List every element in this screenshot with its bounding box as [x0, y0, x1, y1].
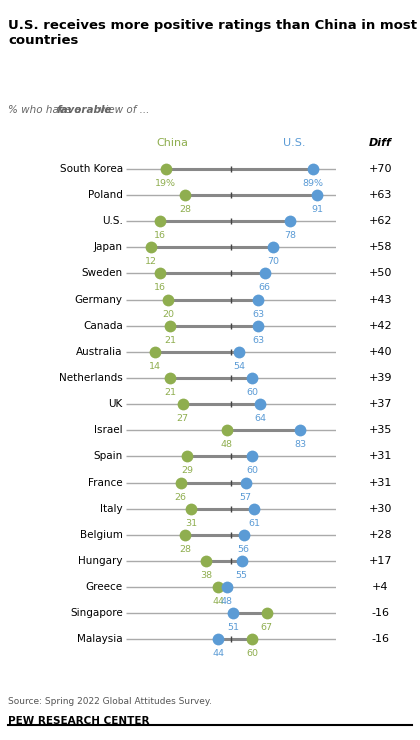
Text: 89%: 89% — [302, 179, 323, 188]
Text: Netherlands: Netherlands — [59, 373, 123, 383]
Text: 63: 63 — [252, 336, 264, 345]
Text: +37: +37 — [368, 399, 392, 409]
Text: 12: 12 — [145, 258, 157, 266]
Text: Poland: Poland — [88, 190, 123, 200]
Text: 16: 16 — [154, 231, 165, 240]
Text: Belgium: Belgium — [80, 530, 123, 540]
Text: 63: 63 — [252, 309, 264, 318]
Text: 66: 66 — [259, 283, 270, 292]
Text: +4: +4 — [372, 582, 388, 592]
Text: Hungary: Hungary — [79, 556, 123, 566]
Text: France: France — [88, 477, 123, 488]
Text: 48: 48 — [221, 440, 233, 449]
Text: 27: 27 — [177, 414, 189, 423]
Text: 21: 21 — [164, 388, 176, 397]
Text: Japan: Japan — [94, 242, 123, 252]
Text: Malaysia: Malaysia — [77, 634, 123, 645]
Text: +42: +42 — [368, 320, 392, 331]
Text: Singapore: Singapore — [70, 608, 123, 619]
Text: +63: +63 — [368, 190, 392, 200]
Text: 60: 60 — [246, 466, 258, 475]
Text: +28: +28 — [368, 530, 392, 540]
Text: 54: 54 — [234, 362, 245, 371]
Text: PEW RESEARCH CENTER: PEW RESEARCH CENTER — [8, 716, 150, 727]
Text: 78: 78 — [284, 231, 296, 240]
Text: +43: +43 — [368, 295, 392, 305]
Text: 83: 83 — [294, 440, 306, 449]
Text: 38: 38 — [200, 571, 212, 580]
Text: 44: 44 — [213, 650, 224, 659]
Text: 29: 29 — [181, 466, 193, 475]
Text: -16: -16 — [371, 608, 389, 619]
Text: 61: 61 — [248, 519, 260, 528]
Text: view of ...: view of ... — [96, 105, 149, 115]
Text: 21: 21 — [164, 336, 176, 345]
Text: 56: 56 — [238, 545, 249, 554]
Text: +17: +17 — [368, 556, 392, 566]
Text: 14: 14 — [150, 362, 161, 371]
Text: Germany: Germany — [75, 295, 123, 305]
Text: Israel: Israel — [94, 425, 123, 435]
Text: 26: 26 — [175, 493, 186, 502]
Text: 31: 31 — [185, 519, 197, 528]
Text: 57: 57 — [240, 493, 252, 502]
Text: +35: +35 — [368, 425, 392, 435]
Text: +31: +31 — [368, 451, 392, 462]
Text: Australia: Australia — [76, 347, 123, 357]
Text: 51: 51 — [227, 623, 239, 632]
Text: South Korea: South Korea — [60, 164, 123, 174]
Text: +62: +62 — [368, 216, 392, 226]
Text: +39: +39 — [368, 373, 392, 383]
Text: +70: +70 — [368, 164, 392, 174]
Text: Canada: Canada — [83, 320, 123, 331]
Text: 91: 91 — [311, 205, 323, 214]
Text: 67: 67 — [261, 623, 273, 632]
Text: % who have a: % who have a — [8, 105, 85, 115]
Text: 28: 28 — [179, 205, 191, 214]
Text: China: China — [156, 138, 188, 148]
Text: +30: +30 — [368, 504, 392, 514]
Text: Greece: Greece — [86, 582, 123, 592]
Text: U.S.: U.S. — [102, 216, 123, 226]
Text: +31: +31 — [368, 477, 392, 488]
Text: Sweden: Sweden — [82, 269, 123, 278]
Text: 48: 48 — [221, 597, 233, 606]
Text: +58: +58 — [368, 242, 392, 252]
Text: -16: -16 — [371, 634, 389, 645]
Text: 16: 16 — [154, 283, 165, 292]
Text: 60: 60 — [246, 388, 258, 397]
Text: 19%: 19% — [155, 179, 176, 188]
Text: +50: +50 — [368, 269, 392, 278]
Text: UK: UK — [109, 399, 123, 409]
Text: 60: 60 — [246, 650, 258, 659]
Text: 20: 20 — [162, 309, 174, 318]
Text: favorable: favorable — [57, 105, 112, 115]
Text: +40: +40 — [368, 347, 392, 357]
Text: U.S.: U.S. — [283, 138, 305, 148]
Text: Source: Spring 2022 Global Attitudes Survey.: Source: Spring 2022 Global Attitudes Sur… — [8, 697, 212, 706]
Text: Italy: Italy — [100, 504, 123, 514]
Text: 44: 44 — [213, 597, 224, 606]
Text: U.S. receives more positive ratings than China in most
countries: U.S. receives more positive ratings than… — [8, 18, 417, 47]
Text: Spain: Spain — [94, 451, 123, 462]
Text: 70: 70 — [267, 258, 279, 266]
Text: 64: 64 — [255, 414, 266, 423]
Text: Diff: Diff — [369, 138, 391, 148]
Text: 55: 55 — [236, 571, 247, 580]
Text: 28: 28 — [179, 545, 191, 554]
